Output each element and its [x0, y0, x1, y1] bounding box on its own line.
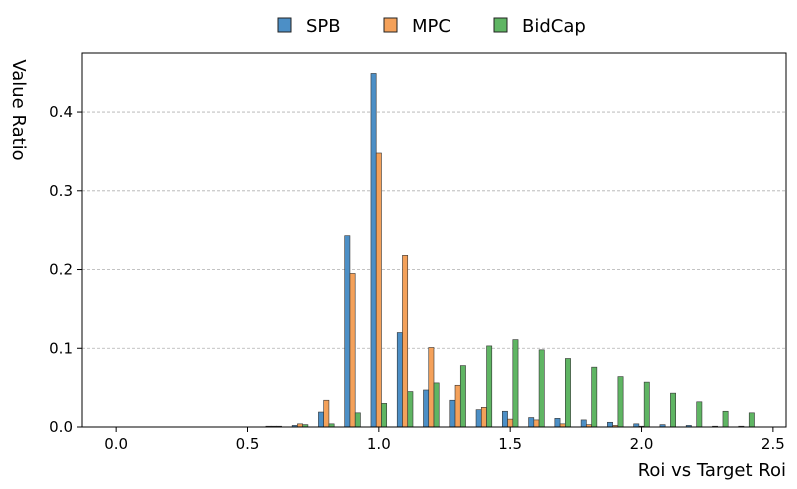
legend-swatch-spb [277, 17, 292, 33]
legend: SPB MPC BidCap [277, 16, 586, 37]
bar-spb-10 [370, 73, 377, 428]
bar-mpc-9 [349, 273, 356, 428]
legend-item-bidcap: BidCap [493, 16, 586, 37]
bar-bidcap-19 [617, 376, 624, 428]
bar-mpc-13 [454, 384, 461, 428]
x-tick-label-5: 2.5 [761, 435, 785, 453]
bar-bidcap-12 [433, 382, 440, 428]
bar-spb-9 [344, 235, 351, 428]
y-axis-ticks: 0.0 0.1 0.2 0.3 0.4 [49, 103, 82, 436]
bar-bidcap-11 [407, 391, 414, 428]
bar-bidcap-10 [381, 403, 388, 428]
gridlines [82, 111, 786, 349]
legend-label-bidcap: BidCap [522, 16, 586, 37]
y-tick-label-3: 0.3 [49, 182, 73, 200]
x-axis-label: Roi vs Target Roi [638, 460, 786, 481]
bar-bidcap-13 [459, 365, 466, 428]
x-tick-label-4: 2.0 [630, 435, 654, 453]
bar-spb-18 [580, 419, 587, 428]
bar-bidcap-23 [722, 410, 729, 428]
legend-swatch-mpc [383, 17, 398, 33]
bar-bidcap-17 [565, 358, 571, 428]
bar-spb-15 [501, 410, 508, 428]
x-tick-label-2: 1.0 [367, 435, 391, 453]
legend-item-spb: SPB [277, 16, 341, 37]
y-tick-label-4: 0.4 [49, 103, 73, 121]
bar-bidcap-21 [670, 392, 676, 428]
bar-bidcap-15 [512, 339, 519, 428]
bar-mpc-10 [375, 152, 382, 428]
bar-bidcap-22 [696, 401, 703, 428]
legend-item-mpc: MPC [383, 16, 451, 37]
legend-swatch-bidcap [493, 17, 508, 33]
y-tick-label-1: 0.1 [49, 339, 73, 357]
bar-spb-11 [396, 332, 403, 428]
y-tick-label-0: 0.0 [49, 418, 73, 436]
x-axis-ticks: 0.0 0.5 1.0 1.5 2.0 2.5 [104, 427, 785, 453]
legend-label-spb: SPB [306, 16, 341, 37]
bar-spb-13 [449, 399, 456, 428]
bar-bidcap-20 [643, 381, 650, 428]
legend-label-mpc: MPC [412, 16, 451, 37]
bar-bidcap-24 [748, 412, 755, 428]
bars [265, 73, 755, 428]
bar-spb-17 [554, 418, 561, 428]
y-tick-label-2: 0.2 [49, 261, 73, 279]
x-tick-label-0: 0.0 [104, 435, 128, 453]
bar-spb-12 [423, 389, 430, 428]
series-spb [265, 73, 745, 428]
y-axis-label: Value Ratio [8, 59, 29, 160]
series-mpc [270, 152, 645, 428]
bar-mpc-8 [323, 399, 330, 428]
x-tick-label-1: 0.5 [236, 435, 260, 453]
bar-mpc-14 [480, 407, 487, 428]
bar-bidcap-14 [486, 345, 493, 428]
x-tick-label-3: 1.5 [498, 435, 522, 453]
bar-bidcap-16 [538, 349, 545, 428]
bar-spb-8 [318, 411, 324, 428]
plot-frame [81, 52, 787, 428]
bar-spb-14 [475, 409, 482, 428]
bar-spb-19 [607, 421, 613, 428]
bar-mpc-11 [402, 255, 409, 428]
bar-mpc-16 [533, 419, 540, 428]
bar-bidcap-9 [354, 412, 361, 428]
bar-spb-16 [528, 417, 535, 428]
bar-mpc-15 [507, 418, 514, 428]
bar-mpc-12 [428, 347, 435, 428]
bar-bidcap-18 [591, 366, 598, 428]
